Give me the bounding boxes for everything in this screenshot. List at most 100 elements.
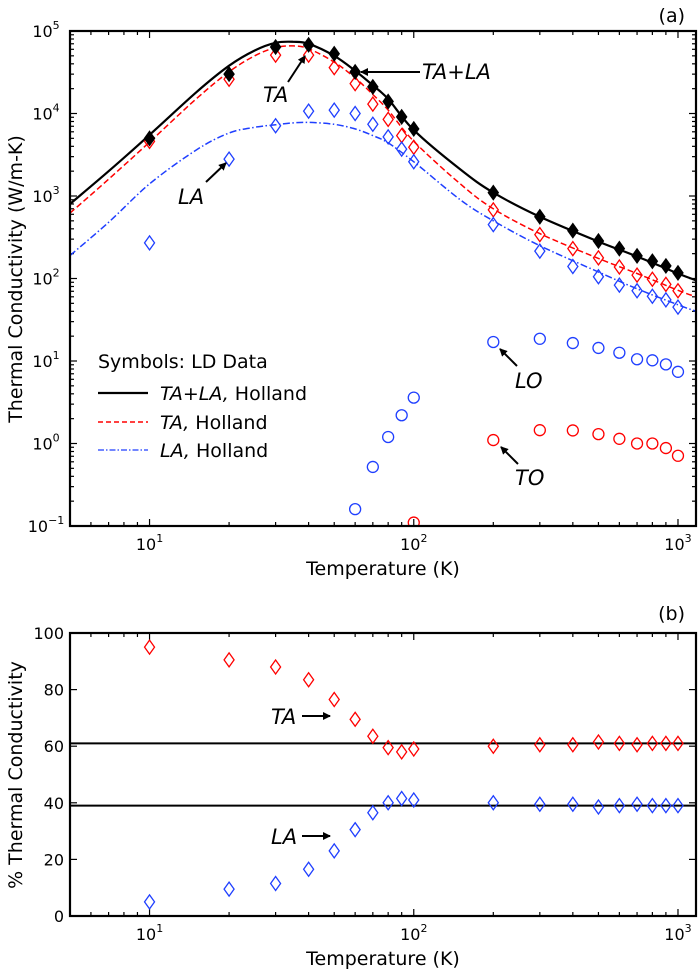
data-point-la: [395, 790, 408, 807]
data-point-ta-la: [613, 240, 626, 257]
data-point-ta: [367, 95, 379, 113]
data-point-la: [395, 141, 408, 158]
y-tick-label: 20: [44, 850, 64, 869]
data-point-ta-la: [592, 232, 605, 250]
data-point-la: [143, 893, 156, 910]
data-point-ta-la: [672, 264, 684, 281]
data-point-la: [613, 277, 626, 294]
data-point-lo: [395, 409, 408, 422]
data-point-lo: [366, 460, 379, 474]
y-tick-label: 102: [32, 267, 59, 289]
data-point-la: [534, 242, 546, 260]
y-tick-label: 10−1: [28, 514, 65, 536]
panel-a-label: (a): [659, 5, 685, 27]
data-point-to: [646, 437, 659, 450]
y-tick-label: 105: [32, 19, 59, 41]
data-point-ta-la: [328, 45, 341, 62]
data-point-la: [328, 842, 341, 860]
data-point-ta-la: [302, 36, 315, 53]
data-point-lo: [487, 335, 500, 349]
annotation-lo: LO: [515, 369, 543, 393]
data-point-lo: [671, 365, 685, 378]
y-tick-label: 0: [54, 907, 64, 926]
data-point-ta: [395, 743, 408, 760]
data-point-la: [367, 116, 379, 133]
data-point-ta: [660, 735, 672, 752]
panel-a-xlabel: Temperature (K): [305, 558, 460, 580]
data-point-ta-la: [367, 78, 379, 96]
data-point-la: [487, 794, 500, 811]
plot-area: [70, 36, 696, 526]
data-point-lo: [348, 503, 362, 516]
data-point-la: [646, 288, 659, 305]
data-point-la: [672, 797, 684, 814]
data-point-ta: [269, 658, 282, 676]
data-point-ta: [613, 258, 626, 276]
data-point-la: [349, 821, 361, 838]
data-point-lo: [613, 346, 626, 359]
data-point-la: [487, 216, 500, 233]
data-point-ta: [407, 740, 420, 758]
data-point-ta: [407, 139, 420, 156]
annotation-b-la: LA: [271, 825, 297, 849]
data-point-ta: [567, 240, 579, 257]
data-point-to: [533, 424, 546, 437]
arrow-lo: [499, 348, 518, 367]
panel-b-xlabel: Temperature (K): [305, 948, 460, 970]
x-tick-label: 103: [664, 922, 691, 944]
y-tick-label: 80: [44, 681, 64, 700]
data-point-la: [269, 117, 282, 134]
arrow-la: [205, 162, 227, 183]
data-point-ta: [672, 282, 684, 299]
data-point-la: [567, 258, 579, 275]
data-point-la: [328, 101, 341, 119]
panel-b: 101 102 103 0 20 40 60 80 100: [33, 624, 698, 944]
y-tick-label: 103: [32, 184, 59, 206]
data-point-la: [382, 128, 394, 146]
y-tick-label: 100: [32, 432, 59, 454]
data-point-la: [592, 798, 605, 816]
axes-frame: [68, 631, 698, 918]
data-point-to: [407, 516, 420, 526]
data-point-ta: [646, 271, 659, 288]
x-tick-label: 101: [136, 532, 163, 554]
data-point-lo: [630, 353, 644, 366]
data-point-ta: [660, 276, 672, 293]
data-point-la: [223, 880, 235, 898]
data-point-ta: [382, 739, 394, 756]
axes-frame: [68, 29, 698, 528]
data-point-ta: [349, 711, 361, 728]
x-tick-label: 102: [400, 532, 427, 554]
annotation-to: TO: [515, 466, 544, 490]
panel-b-ylabel: % Thermal Conductivity: [5, 661, 27, 889]
data-point-la: [302, 861, 315, 878]
annotation-ta: TA: [263, 83, 288, 107]
data-point-ta-la: [269, 38, 282, 56]
data-point-la: [269, 875, 282, 892]
data-point-to: [613, 432, 626, 445]
data-point-ta: [631, 266, 643, 284]
data-point-ta-la: [534, 208, 546, 225]
data-point-ta: [302, 671, 315, 688]
annotation-la: LA: [178, 185, 204, 209]
data-point-ta: [592, 249, 605, 266]
data-point-lo: [566, 336, 579, 350]
data-point-to: [566, 424, 579, 437]
data-point-la: [302, 102, 315, 120]
panel-b-label: (b): [658, 603, 685, 625]
data-point-ta-la: [646, 253, 659, 270]
curve-la-holland: [70, 121, 696, 313]
data-point-la: [223, 150, 235, 168]
data-point-ta: [367, 728, 379, 745]
data-point-la: [534, 796, 546, 813]
y-tick-label: 104: [32, 102, 59, 124]
data-point-to: [659, 441, 673, 455]
data-point-la: [592, 268, 605, 285]
curve-ta-la-holland: [70, 40, 696, 282]
x-tick-label: 102: [400, 922, 427, 944]
legend: Symbols: LD Data TA+LA, Holland TA, Holl…: [98, 351, 307, 462]
data-point-ta-la: [382, 93, 394, 110]
plot-area: [70, 639, 696, 910]
data-point-to: [671, 449, 685, 462]
